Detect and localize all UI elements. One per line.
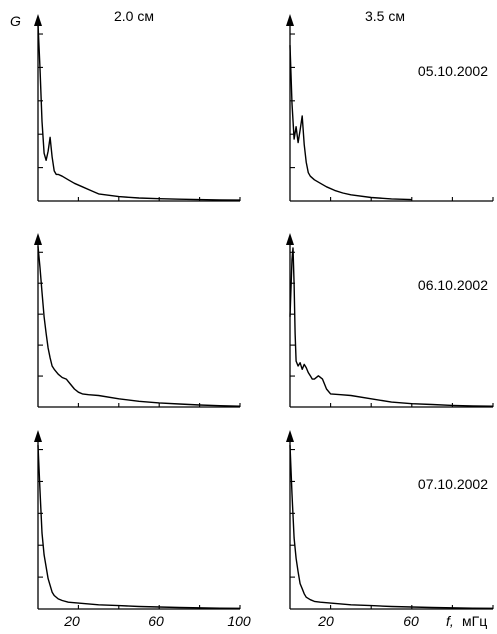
spectrum-curve (289, 247, 494, 407)
x-tick-label-100-left: 100 (227, 613, 251, 629)
spectrum-curve (37, 23, 241, 201)
spectrum-panel-2: 05.10.2002 (286, 14, 494, 202)
spectrum-panel-6: 07.10.2002 (286, 430, 494, 610)
y-axis-arrow (34, 233, 42, 245)
y-axis-arrow (34, 14, 42, 26)
x-axis-unit: мГц (462, 613, 487, 629)
x-axis-label: f, (446, 613, 454, 629)
x-tick-label-60-right: 60 (403, 613, 419, 629)
spectrum-panel-3 (34, 233, 241, 408)
spectrum-panel-4: 06.10.2002 (286, 233, 494, 408)
x-tick-label-20-left: 20 (63, 613, 80, 629)
date-label: 07.10.2002 (418, 476, 488, 492)
spectrum-curve (37, 246, 241, 407)
spectrum-panel-5 (34, 430, 241, 610)
x-tick-label-60-left: 60 (148, 613, 164, 629)
y-axis-arrow (286, 430, 294, 442)
spectrum-panel-1 (34, 14, 241, 202)
x-tick-label-20-right: 20 (317, 613, 334, 629)
panels-group: 05.10.2002 06.10.2002 07.10.2002 (34, 14, 494, 610)
y-axis-arrow (34, 430, 42, 442)
column-title-left: 2.0 см (114, 8, 154, 24)
date-label: 05.10.2002 (418, 63, 488, 79)
spectrum-curve (37, 445, 241, 609)
y-axis-arrow (286, 233, 294, 245)
date-label: 06.10.2002 (418, 277, 488, 293)
y-axis-arrow (286, 14, 294, 26)
y-axis-label: G (10, 13, 21, 29)
spectrum-curve (289, 445, 494, 609)
column-title-right: 3.5 см (365, 8, 405, 24)
spectrum-curve (289, 45, 412, 201)
